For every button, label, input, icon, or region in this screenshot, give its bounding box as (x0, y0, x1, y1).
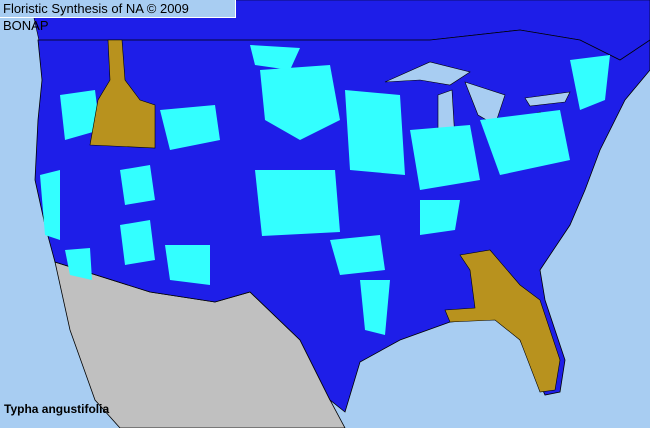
species-label: Typha angustifolia (4, 402, 110, 416)
cyan-county-patches (40, 45, 610, 335)
map-title: Floristic Synthesis of NA © 2009 BONAP (0, 0, 236, 33)
idaho (89, 39, 156, 149)
gold-states (89, 39, 561, 393)
georgia-florida (444, 249, 561, 393)
